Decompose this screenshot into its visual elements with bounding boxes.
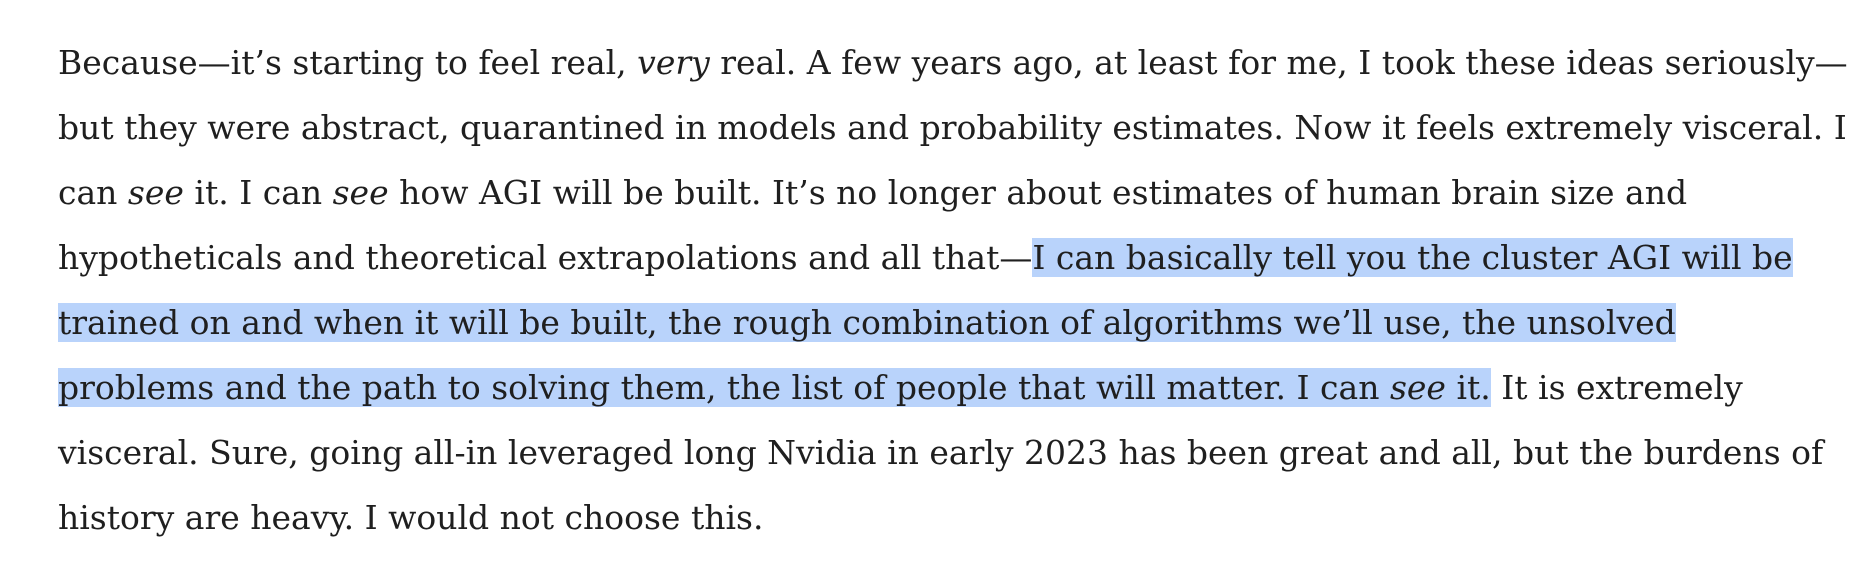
emphasis-see: see xyxy=(1389,368,1446,407)
text-run: it. xyxy=(1445,368,1491,407)
text-line-5: trained on and when it will be built, th… xyxy=(58,290,1818,355)
text-run: hypotheticals and theoretical extrapolat… xyxy=(58,238,1033,277)
text-line-7: visceral. Sure, going all-in leveraged l… xyxy=(58,420,1823,485)
text-run: It is extremely xyxy=(1490,368,1743,407)
text-run: visceral. Sure, going all-in leveraged l… xyxy=(58,433,1824,472)
text-run: can xyxy=(58,173,128,212)
text-run: problems and the path to solving them, t… xyxy=(58,368,1390,407)
text-line-3: can see it. I can see how AGI will be bu… xyxy=(58,160,1818,225)
text-run: it. I can xyxy=(183,173,333,212)
text-run: but they were abstract, quarantined in m… xyxy=(58,108,1847,147)
text-run: Because—it’s starting to feel real, xyxy=(58,43,638,82)
emphasis-see: see xyxy=(127,173,184,212)
selected-text: problems and the path to solving them, t… xyxy=(58,368,1491,407)
article-body: Because—it’s starting to feel real, very… xyxy=(58,30,1848,550)
selected-text: trained on and when it will be built, th… xyxy=(58,303,1676,342)
emphasis-very: very xyxy=(637,43,710,82)
emphasis-see: see xyxy=(332,173,389,212)
text-run: how AGI will be built. It’s no longer ab… xyxy=(388,173,1688,212)
text-line-4: hypotheticals and theoretical extrapolat… xyxy=(58,225,1818,290)
text-run: history are heavy. I would not choose th… xyxy=(58,498,764,537)
text-line-8: history are heavy. I would not choose th… xyxy=(58,485,1818,550)
text-run: real. A few years ago, at least for me, … xyxy=(709,43,1848,82)
text-line-2: but they were abstract, quarantined in m… xyxy=(58,95,1847,160)
selected-text: I can basically tell you the cluster AGI… xyxy=(1032,238,1793,277)
paragraph[interactable]: Because—it’s starting to feel real, very… xyxy=(58,30,1848,550)
text-line-6: problems and the path to solving them, t… xyxy=(58,355,1818,420)
text-line-1: Because—it’s starting to feel real, very… xyxy=(58,30,1848,95)
